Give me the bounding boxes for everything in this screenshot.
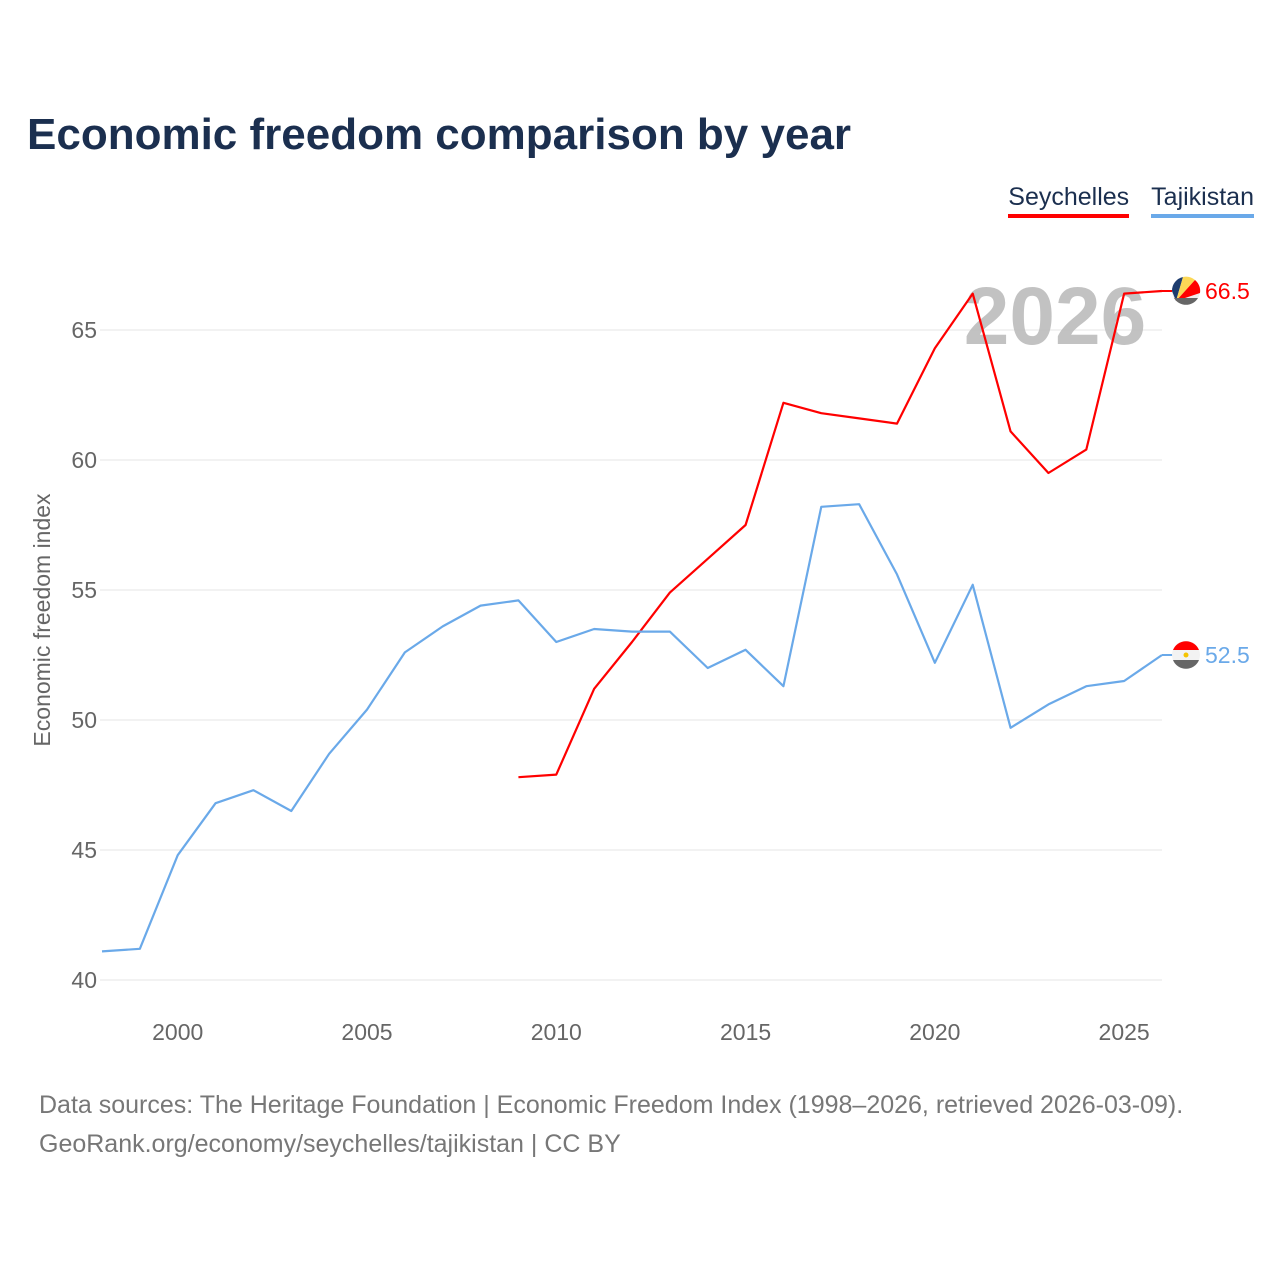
legend-item-tajikistan[interactable]: Tajikistan: [1151, 183, 1254, 218]
flag-crown: [1183, 652, 1189, 658]
x-tick-label: 2020: [909, 1019, 960, 1045]
x-tick-label: 2015: [720, 1019, 771, 1045]
flag-stripe: [1174, 298, 1198, 305]
legend: Seychelles Tajikistan: [1008, 183, 1254, 218]
flag-stripe: [1176, 280, 1201, 301]
x-tick-label: 2000: [152, 1019, 203, 1045]
x-tick-label: 2010: [531, 1019, 582, 1045]
end-value-label: 52.5: [1205, 642, 1250, 668]
y-tick-label: 50: [71, 707, 97, 733]
footer-sources: Data sources: The Heritage Foundation | …: [39, 1091, 1184, 1119]
flag-stripe: [1173, 641, 1199, 650]
series-line-tajikistan: [101, 503, 1163, 953]
x-tick-label: 2005: [341, 1019, 392, 1045]
end-value-label: 66.5: [1205, 278, 1250, 304]
x-tick-label: 2025: [1099, 1019, 1150, 1045]
chart-title: Economic freedom comparison by year: [27, 110, 852, 159]
footer: Data sources: The Heritage Foundation | …: [39, 1086, 1183, 1164]
y-tick-label: 40: [71, 967, 97, 993]
legend-item-seychelles[interactable]: Seychelles: [1008, 183, 1130, 218]
y-tick-label: 60: [71, 447, 97, 473]
flag-stripe: [1173, 660, 1199, 669]
y-tick-label: 45: [71, 837, 97, 863]
y-tick-label: 65: [71, 317, 97, 343]
year-watermark: 2026: [964, 271, 1146, 362]
y-tick-label: 55: [71, 577, 97, 603]
flag-stripe: [1171, 277, 1183, 301]
flag-stripe: [1176, 276, 1195, 301]
y-axis-label: Economic freedom index: [29, 493, 55, 747]
footer-credit: GeoRank.org/economy/seychelles/tajikista…: [39, 1130, 621, 1158]
series-line-seychelles: [518, 289, 1163, 779]
